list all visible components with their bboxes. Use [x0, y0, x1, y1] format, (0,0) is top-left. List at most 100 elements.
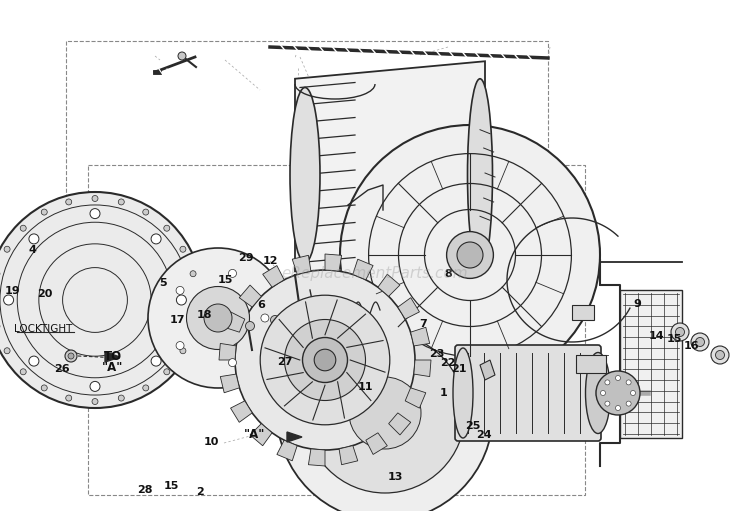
Polygon shape — [220, 374, 239, 393]
Circle shape — [68, 353, 74, 359]
Circle shape — [261, 314, 269, 322]
Circle shape — [4, 348, 10, 354]
Circle shape — [180, 246, 186, 252]
Circle shape — [601, 390, 605, 396]
Text: 14: 14 — [649, 331, 664, 341]
Polygon shape — [262, 266, 284, 287]
Circle shape — [92, 399, 98, 405]
Polygon shape — [414, 360, 431, 377]
Circle shape — [446, 231, 494, 278]
Circle shape — [271, 315, 280, 324]
Polygon shape — [352, 259, 373, 280]
Circle shape — [90, 381, 100, 391]
Circle shape — [605, 401, 610, 406]
Circle shape — [180, 348, 186, 354]
Polygon shape — [480, 360, 495, 380]
Polygon shape — [405, 388, 426, 408]
Polygon shape — [224, 312, 245, 332]
Text: 11: 11 — [358, 382, 373, 392]
Text: 27: 27 — [278, 357, 292, 367]
Circle shape — [349, 377, 421, 449]
Circle shape — [190, 323, 196, 329]
Text: eReplacementParts.com: eReplacementParts.com — [282, 266, 468, 281]
Circle shape — [229, 359, 236, 366]
Ellipse shape — [290, 87, 320, 263]
Text: 18: 18 — [197, 310, 212, 320]
Polygon shape — [378, 274, 400, 296]
Circle shape — [457, 242, 483, 268]
Text: 15: 15 — [164, 481, 178, 492]
Bar — [620, 290, 682, 438]
Circle shape — [260, 295, 390, 425]
Text: 12: 12 — [263, 256, 278, 266]
Text: TO: TO — [104, 350, 122, 363]
Circle shape — [65, 350, 77, 362]
Polygon shape — [339, 446, 358, 464]
Circle shape — [176, 295, 187, 305]
Circle shape — [4, 295, 13, 305]
Polygon shape — [292, 256, 311, 274]
Circle shape — [178, 52, 186, 60]
Text: 16: 16 — [684, 341, 699, 351]
Circle shape — [118, 199, 124, 205]
Polygon shape — [219, 343, 236, 360]
Circle shape — [305, 333, 465, 493]
Circle shape — [277, 305, 493, 511]
Circle shape — [340, 125, 600, 385]
Text: 9: 9 — [634, 299, 641, 309]
Circle shape — [142, 385, 148, 391]
Circle shape — [164, 369, 170, 375]
Circle shape — [626, 380, 631, 385]
Circle shape — [151, 234, 161, 244]
Circle shape — [671, 323, 689, 341]
Text: 17: 17 — [170, 315, 185, 325]
Text: 1: 1 — [440, 388, 448, 399]
Circle shape — [245, 321, 254, 331]
Circle shape — [204, 304, 232, 332]
Circle shape — [66, 395, 72, 401]
Circle shape — [676, 328, 685, 337]
Text: 7: 7 — [419, 319, 427, 330]
Polygon shape — [277, 440, 297, 461]
Polygon shape — [410, 327, 430, 346]
Ellipse shape — [467, 79, 493, 271]
Text: 10: 10 — [204, 437, 219, 447]
Text: LOCKTIGHT: LOCKTIGHT — [14, 323, 73, 334]
Circle shape — [142, 209, 148, 215]
Circle shape — [66, 199, 72, 205]
Text: "A": "A" — [102, 361, 123, 375]
Circle shape — [187, 287, 250, 350]
Text: 29: 29 — [238, 253, 254, 263]
Text: 2: 2 — [196, 487, 204, 497]
Circle shape — [29, 234, 39, 244]
Circle shape — [92, 196, 98, 201]
Circle shape — [229, 269, 236, 277]
Circle shape — [691, 333, 709, 351]
Text: 23: 23 — [429, 349, 444, 359]
Text: 26: 26 — [54, 364, 69, 375]
Text: 15: 15 — [217, 275, 232, 285]
Circle shape — [0, 192, 203, 408]
Polygon shape — [388, 413, 411, 435]
Bar — [576, 355, 606, 373]
Circle shape — [90, 208, 100, 219]
Circle shape — [596, 371, 640, 415]
Circle shape — [616, 376, 620, 381]
FancyBboxPatch shape — [455, 345, 601, 441]
Circle shape — [616, 406, 620, 410]
Text: 6: 6 — [257, 299, 265, 310]
Text: 28: 28 — [137, 484, 152, 495]
Circle shape — [235, 270, 415, 450]
Polygon shape — [239, 285, 261, 307]
Polygon shape — [105, 352, 120, 362]
Circle shape — [302, 337, 347, 383]
Text: 21: 21 — [452, 364, 466, 375]
Circle shape — [29, 356, 39, 366]
Circle shape — [605, 380, 610, 385]
Text: 4: 4 — [28, 245, 36, 256]
Circle shape — [20, 369, 26, 375]
Circle shape — [164, 225, 170, 231]
Circle shape — [151, 356, 161, 366]
Circle shape — [4, 246, 10, 252]
Circle shape — [176, 287, 184, 294]
